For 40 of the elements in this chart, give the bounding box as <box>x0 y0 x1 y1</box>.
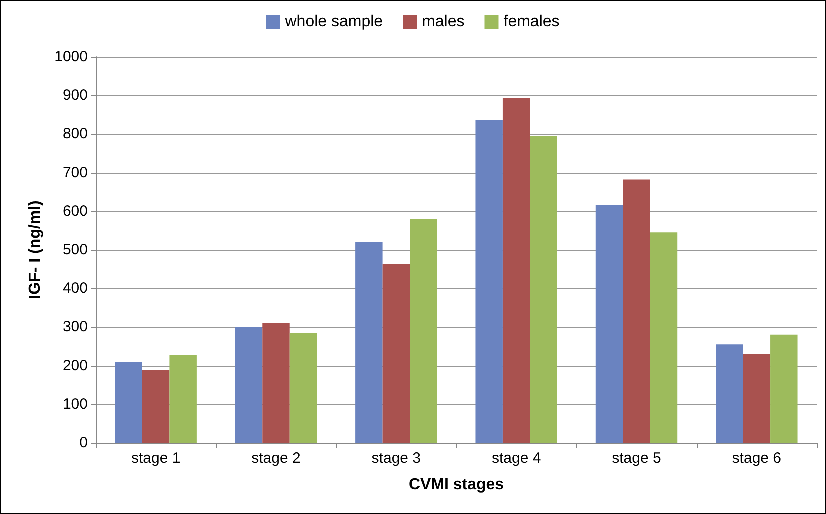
y-tick-label: 100 <box>62 396 88 413</box>
y-tick-label: 400 <box>62 280 88 298</box>
x-tick-label: stage 4 <box>492 450 542 467</box>
bar <box>596 205 624 443</box>
y-axis-title: IGF- I (ng/ml) <box>27 200 44 300</box>
y-tick-label: 900 <box>62 87 88 104</box>
y-tick-label: 1000 <box>54 48 88 66</box>
bar <box>410 219 438 443</box>
legend-label: males <box>422 14 465 30</box>
x-tick-label: stage 6 <box>732 450 782 467</box>
legend-label: whole sample <box>284 14 384 30</box>
y-tick-label: 800 <box>62 126 88 143</box>
x-tick-label: stage 5 <box>612 450 662 467</box>
bar <box>743 354 771 443</box>
y-tick-label: 300 <box>62 318 88 336</box>
x-tick-label: stage 1 <box>131 450 181 467</box>
bar <box>356 242 383 443</box>
bar <box>382 264 410 443</box>
x-tick-label: stage 2 <box>252 450 301 467</box>
bar <box>115 362 142 443</box>
legend-label: females <box>504 14 560 30</box>
bar <box>623 180 650 443</box>
bar <box>142 370 170 443</box>
bar <box>502 98 530 443</box>
bar <box>290 332 318 443</box>
y-tick-label: 500 <box>62 242 88 258</box>
bar <box>262 323 290 443</box>
bar <box>716 344 744 443</box>
y-tick-label: 600 <box>62 202 88 220</box>
x-tick-label: stage 3 <box>372 450 422 467</box>
bar <box>770 334 798 443</box>
bar <box>650 232 678 443</box>
bar <box>170 355 197 443</box>
y-tick-label: 0 <box>80 434 88 452</box>
y-tick-label: 700 <box>62 164 88 182</box>
bar <box>235 327 263 443</box>
x-axis-title: CVMI stages <box>408 476 504 494</box>
y-tick-label: 200 <box>62 357 88 374</box>
bar <box>476 120 503 443</box>
bar <box>530 136 558 443</box>
